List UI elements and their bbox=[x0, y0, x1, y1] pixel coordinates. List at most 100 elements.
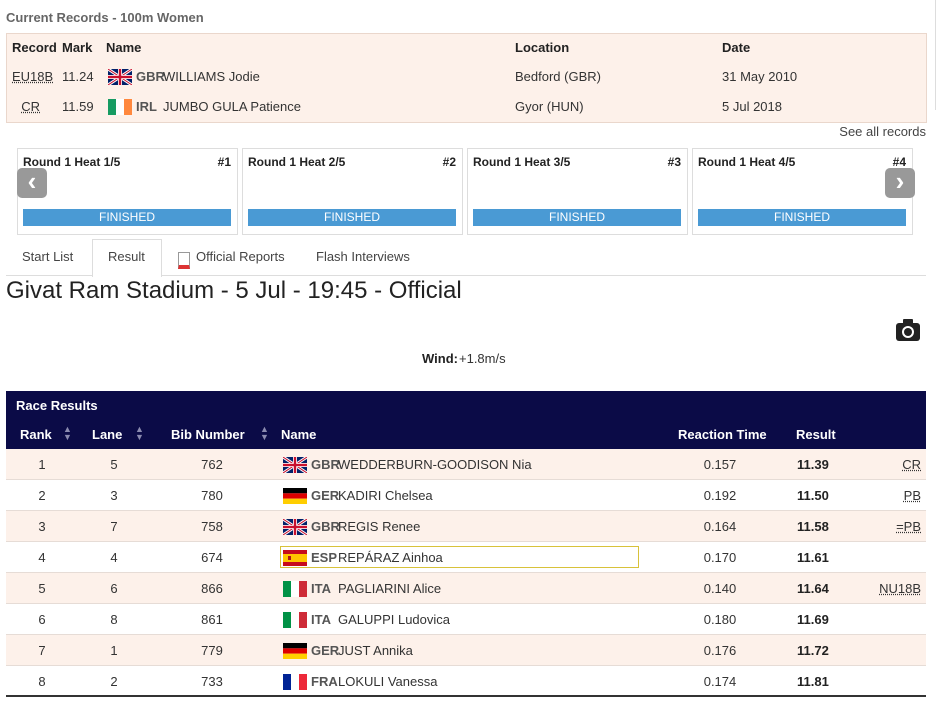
result-lane: 3 bbox=[110, 488, 118, 503]
heat-card[interactable]: Round 1 Heat 4/5 #4 FINISHED bbox=[692, 148, 913, 235]
flag bbox=[283, 581, 307, 597]
record-mark: 11.59 bbox=[62, 99, 94, 114]
result-rank: 6 bbox=[38, 612, 46, 627]
flag bbox=[283, 519, 307, 535]
result-lane: 2 bbox=[110, 674, 118, 689]
tab-active-box bbox=[92, 239, 162, 277]
results-header: Name bbox=[281, 427, 317, 442]
result-rank: 8 bbox=[38, 674, 46, 689]
result-note: NU18B bbox=[879, 581, 921, 596]
result-name: JUST Annika bbox=[338, 643, 413, 658]
sort-icon: ▲ ▼ bbox=[260, 424, 269, 442]
results-title: Race Results bbox=[16, 398, 98, 413]
flag bbox=[108, 99, 132, 115]
page-heading: Givat Ram Stadium - 5 Jul - 19:45 - Offi… bbox=[6, 277, 462, 304]
wind-label: Wind: bbox=[422, 351, 458, 366]
result-mark: 11.81 bbox=[797, 674, 829, 689]
result-note: PB bbox=[903, 488, 921, 503]
results-title-bar bbox=[6, 391, 926, 449]
result-bib: 779 bbox=[201, 643, 223, 658]
result-country: ITA bbox=[311, 612, 331, 627]
see-all-link[interactable]: See all records bbox=[839, 124, 926, 139]
tab[interactable]: Official Reports bbox=[196, 249, 285, 264]
heat-card[interactable]: Round 1 Heat 1/5 #1 FINISHED bbox=[17, 148, 238, 235]
record-country: GBR bbox=[136, 69, 165, 84]
result-mark: 11.69 bbox=[797, 612, 829, 627]
result-bib: 758 bbox=[201, 519, 223, 534]
camera-icon[interactable] bbox=[895, 318, 921, 342]
flag bbox=[283, 488, 307, 504]
records-header: Name bbox=[106, 40, 142, 55]
result-reaction: 0.140 bbox=[703, 581, 737, 596]
result-name: GALUPPI Ludovica bbox=[338, 612, 451, 627]
result-lane: 4 bbox=[110, 550, 118, 565]
pdf-icon bbox=[178, 252, 190, 269]
carousel-arrow[interactable]: ‹ bbox=[17, 168, 47, 198]
flag bbox=[283, 674, 307, 690]
result-row bbox=[6, 480, 926, 511]
result-mark: 11.72 bbox=[797, 643, 829, 658]
result-lane: 6 bbox=[110, 581, 118, 596]
tab[interactable]: Flash Interviews bbox=[316, 249, 410, 264]
record-location: Bedford (GBR) bbox=[515, 69, 601, 84]
result-row bbox=[6, 666, 926, 697]
result-reaction: 0.164 bbox=[703, 519, 737, 534]
flag bbox=[283, 612, 307, 628]
result-row bbox=[6, 449, 926, 480]
tab[interactable]: Result bbox=[108, 249, 145, 264]
result-mark: 11.50 bbox=[797, 488, 829, 503]
record-date: 31 May 2010 bbox=[722, 69, 798, 84]
results-header[interactable]: Lane bbox=[92, 427, 123, 442]
result-rank: 5 bbox=[38, 581, 46, 596]
table-bottom bbox=[6, 695, 926, 697]
heat-number: #4 bbox=[892, 155, 906, 169]
result-row bbox=[6, 635, 926, 666]
result-row bbox=[6, 573, 926, 604]
result-lane: 7 bbox=[110, 519, 118, 534]
record-name: WILLIAMS Jodie bbox=[163, 69, 260, 84]
record-location: Gyor (HUN) bbox=[515, 99, 584, 114]
wind-value: +1.8m/s bbox=[459, 351, 506, 366]
heat-card[interactable]: Round 1 Heat 2/5 #2 FINISHED bbox=[242, 148, 463, 235]
result-bib: 866 bbox=[201, 581, 223, 596]
heat-status: FINISHED bbox=[698, 209, 906, 226]
result-bib: 780 bbox=[201, 488, 223, 503]
sort-icon: ▲ ▼ bbox=[135, 424, 144, 442]
result-name: WEDDERBURN-GOODISON Nia bbox=[338, 457, 532, 472]
tab-line bbox=[6, 275, 926, 276]
result-row bbox=[6, 604, 926, 635]
result-rank: 4 bbox=[38, 550, 46, 565]
result-country: ESP bbox=[311, 550, 338, 565]
records-header: Date bbox=[722, 40, 751, 55]
result-reaction: 0.180 bbox=[703, 612, 737, 627]
heat-status: FINISHED bbox=[23, 209, 231, 226]
heat-card[interactable]: Round 1 Heat 3/5 #3 FINISHED bbox=[467, 148, 688, 235]
result-country: GBR bbox=[311, 457, 340, 472]
heat-label: Round 1 Heat 4/5 bbox=[698, 155, 796, 169]
results-header[interactable]: Bib Number bbox=[171, 427, 245, 442]
carousel-arrow[interactable]: › bbox=[885, 168, 915, 198]
result-name: PAGLIARINI Alice bbox=[338, 581, 442, 596]
flag bbox=[283, 550, 307, 566]
flag bbox=[283, 643, 307, 659]
result-reaction: 0.176 bbox=[703, 643, 737, 658]
result-reaction: 0.192 bbox=[703, 488, 737, 503]
result-rank: 2 bbox=[38, 488, 46, 503]
result-bib: 674 bbox=[201, 550, 223, 565]
result-country: GBR bbox=[311, 519, 340, 534]
result-name: KADIRI Chelsea bbox=[338, 488, 433, 503]
result-name: LOKULI Vanessa bbox=[338, 674, 438, 689]
result-bib: 762 bbox=[201, 457, 223, 472]
tab[interactable]: Start List bbox=[22, 249, 74, 264]
sort-icon: ▲ ▼ bbox=[63, 424, 72, 442]
result-country: GER bbox=[311, 488, 340, 503]
results-header: Reaction Time bbox=[678, 427, 767, 442]
records-title: Current Records - 100m Women bbox=[6, 10, 204, 25]
records-box bbox=[6, 33, 927, 123]
result-bib: 733 bbox=[201, 674, 223, 689]
heat-label: Round 1 Heat 2/5 bbox=[248, 155, 346, 169]
record-code: CR bbox=[21, 99, 40, 114]
results-header[interactable]: Rank bbox=[20, 427, 52, 442]
result-note: CR bbox=[902, 457, 921, 472]
